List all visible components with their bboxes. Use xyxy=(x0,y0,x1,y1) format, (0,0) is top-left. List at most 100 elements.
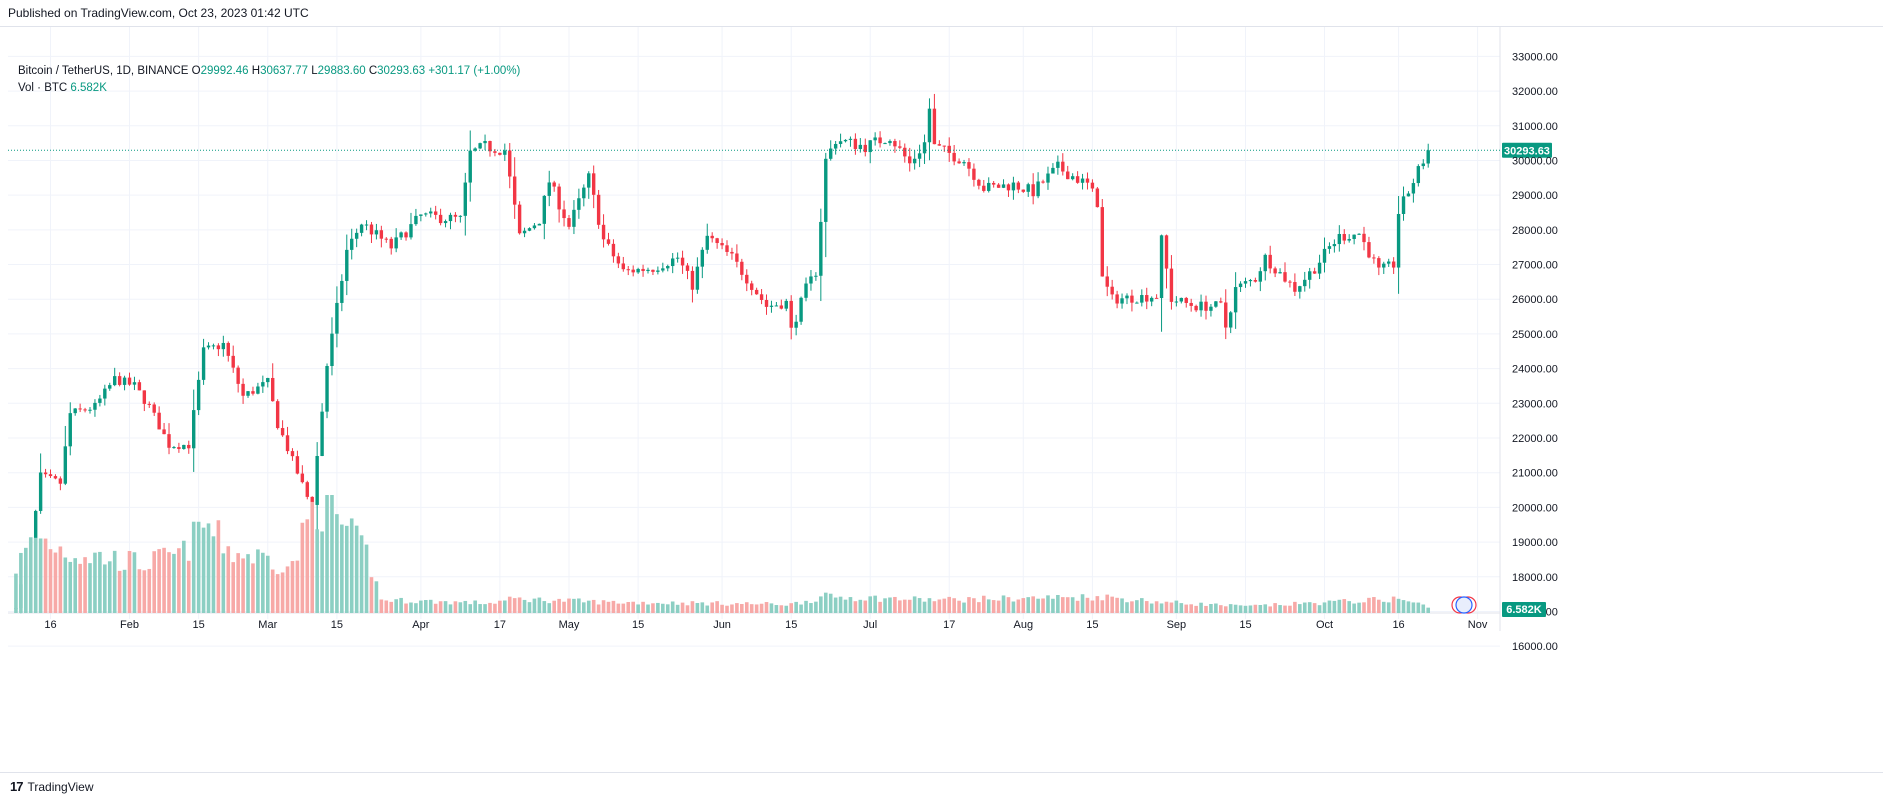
candle-body[interactable] xyxy=(187,444,191,449)
candle-body[interactable] xyxy=(1125,295,1129,299)
candle-body[interactable] xyxy=(522,230,527,234)
candle-body[interactable] xyxy=(399,232,403,238)
candle-body[interactable] xyxy=(1090,182,1095,189)
chart-frame[interactable]: 30293.6316000.0017000.0018000.0019000.00… xyxy=(0,26,1883,773)
candle-body[interactable] xyxy=(1209,306,1213,311)
candle-body[interactable] xyxy=(661,268,665,271)
candle-body[interactable] xyxy=(1391,261,1396,268)
candle-body[interactable] xyxy=(606,239,611,244)
candle-body[interactable] xyxy=(354,232,359,239)
candle-body[interactable] xyxy=(690,270,695,290)
candle-body[interactable] xyxy=(675,257,680,259)
candle-body[interactable] xyxy=(1396,213,1401,268)
candle-body[interactable] xyxy=(1164,235,1169,269)
candle-body[interactable] xyxy=(853,138,858,149)
candle-body[interactable] xyxy=(251,391,255,394)
candle-body[interactable] xyxy=(947,145,951,153)
candle-body[interactable] xyxy=(582,187,586,199)
candle-body[interactable] xyxy=(246,391,250,396)
candle-body[interactable] xyxy=(883,143,887,145)
candle-body[interactable] xyxy=(1204,301,1208,311)
candle-body[interactable] xyxy=(78,408,82,410)
candle-body[interactable] xyxy=(1041,181,1045,183)
candle-body[interactable] xyxy=(868,140,872,153)
candle-body[interactable] xyxy=(1342,233,1346,241)
candle-body[interactable] xyxy=(33,510,38,547)
candle-body[interactable] xyxy=(888,141,892,144)
candle-body[interactable] xyxy=(1293,282,1297,292)
candle-body[interactable] xyxy=(621,263,626,270)
candle-body[interactable] xyxy=(1001,184,1006,188)
candle-body[interactable] xyxy=(814,275,818,277)
candle-body[interactable] xyxy=(345,249,349,281)
candle-body[interactable] xyxy=(1273,268,1277,274)
candle-body[interactable] xyxy=(666,266,670,269)
candle-body[interactable] xyxy=(1228,312,1233,328)
candle-body[interactable] xyxy=(927,108,932,143)
candle-body[interactable] xyxy=(794,321,798,328)
candle-body[interactable] xyxy=(483,141,487,144)
candle-body[interactable] xyxy=(48,474,53,477)
candle-body[interactable] xyxy=(962,162,966,164)
candle-body[interactable] xyxy=(893,141,897,147)
candle-body[interactable] xyxy=(848,138,853,140)
candle-body[interactable] xyxy=(409,224,413,238)
candle-body[interactable] xyxy=(1140,295,1144,303)
candle-body[interactable] xyxy=(359,224,364,233)
candle-body[interactable] xyxy=(908,156,912,164)
candle-body[interactable] xyxy=(508,150,512,177)
candle-body[interactable] xyxy=(1278,272,1282,274)
candle-body[interactable] xyxy=(142,390,147,404)
candle-body[interactable] xyxy=(1184,297,1188,303)
candle-body[interactable] xyxy=(1031,184,1035,197)
candle-body[interactable] xyxy=(429,211,433,214)
candle-body[interactable] xyxy=(685,265,690,271)
candle-body[interactable] xyxy=(226,342,230,356)
candle-body[interactable] xyxy=(705,235,709,250)
candle-body[interactable] xyxy=(1367,242,1371,258)
candle-body[interactable] xyxy=(1199,301,1203,311)
candle-body[interactable] xyxy=(937,144,942,146)
candle-body[interactable] xyxy=(577,198,581,210)
candle-body[interactable] xyxy=(310,496,314,505)
candle-body[interactable] xyxy=(103,388,107,399)
candle-body[interactable] xyxy=(83,409,87,411)
candle-body[interactable] xyxy=(1115,294,1119,304)
candle-body[interactable] xyxy=(93,402,97,410)
candle-body[interactable] xyxy=(1253,280,1258,282)
candle-body[interactable] xyxy=(843,139,848,142)
candle-body[interactable] xyxy=(98,398,102,403)
candle-body[interactable] xyxy=(1214,301,1218,307)
candle-body[interactable] xyxy=(774,305,779,307)
candle-body[interactable] xyxy=(157,412,161,430)
candle-body[interactable] xyxy=(1347,239,1351,241)
candle-body[interactable] xyxy=(829,148,833,159)
candle-body[interactable] xyxy=(932,108,937,145)
candle-body[interactable] xyxy=(493,151,497,153)
candle-body[interactable] xyxy=(626,269,630,271)
candle-body[interactable] xyxy=(1100,207,1104,277)
candle-body[interactable] xyxy=(1075,176,1080,183)
candle-body[interactable] xyxy=(1357,233,1361,235)
candle-body[interactable] xyxy=(656,270,660,272)
candle-body[interactable] xyxy=(720,243,724,246)
candle-body[interactable] xyxy=(152,404,156,413)
candle-body[interactable] xyxy=(364,224,369,226)
candle-body[interactable] xyxy=(290,451,295,457)
candle-body[interactable] xyxy=(122,377,127,385)
candle-body[interactable] xyxy=(1169,268,1174,302)
candle-body[interactable] xyxy=(1411,183,1416,194)
candle-body[interactable] xyxy=(177,447,181,449)
candle-body[interactable] xyxy=(320,411,324,456)
candle-body[interactable] xyxy=(1051,167,1055,174)
candle-body[interactable] xyxy=(1303,279,1307,287)
candle-body[interactable] xyxy=(532,225,537,229)
candle-body[interactable] xyxy=(542,195,547,224)
candle-body[interactable] xyxy=(1298,286,1302,292)
candle-body[interactable] xyxy=(942,145,946,147)
candle-body[interactable] xyxy=(591,173,596,195)
candle-body[interactable] xyxy=(1416,166,1421,184)
candle-body[interactable] xyxy=(256,386,260,394)
candle-body[interactable] xyxy=(715,238,719,244)
candle-body[interactable] xyxy=(552,182,556,187)
